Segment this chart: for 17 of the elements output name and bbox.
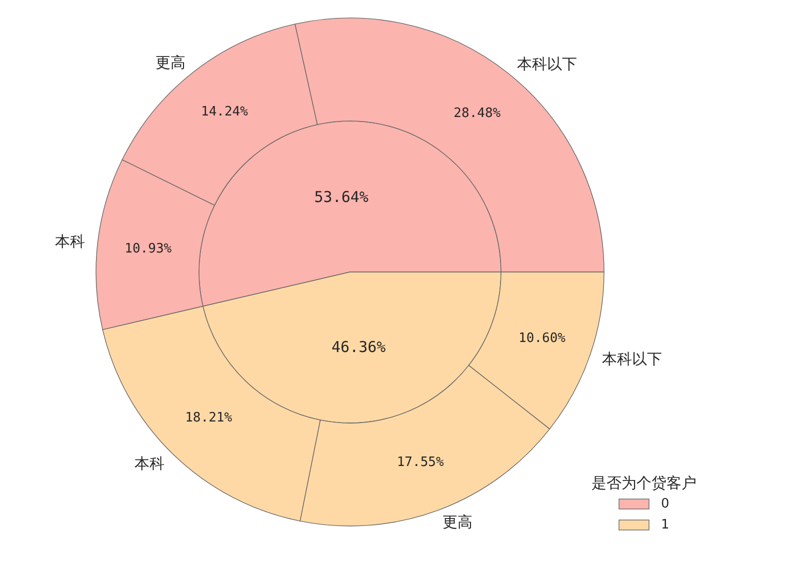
slice-label: 本科 bbox=[55, 232, 86, 251]
slice-label: 本科以下 bbox=[516, 54, 577, 73]
slice-label: 更高 bbox=[155, 53, 186, 72]
slice-label: 更高 bbox=[442, 513, 472, 532]
data-label: 46.36% bbox=[332, 338, 386, 356]
legend-title: 是否为个贷客户 bbox=[592, 474, 696, 492]
data-label: 14.24% bbox=[201, 104, 248, 120]
slice-label: 本科 bbox=[134, 454, 164, 473]
legend-label: 0 bbox=[661, 496, 670, 512]
data-label: 28.48% bbox=[454, 106, 501, 122]
data-label: 18.21% bbox=[185, 410, 232, 426]
legend-label: 1 bbox=[661, 518, 670, 532]
data-label: 10.93% bbox=[124, 241, 172, 256]
data-label: 53.64% bbox=[314, 188, 368, 206]
data-label: 10.60% bbox=[518, 330, 566, 346]
data-label: 17.55% bbox=[396, 455, 444, 470]
slice-label: 本科以下 bbox=[602, 350, 662, 368]
